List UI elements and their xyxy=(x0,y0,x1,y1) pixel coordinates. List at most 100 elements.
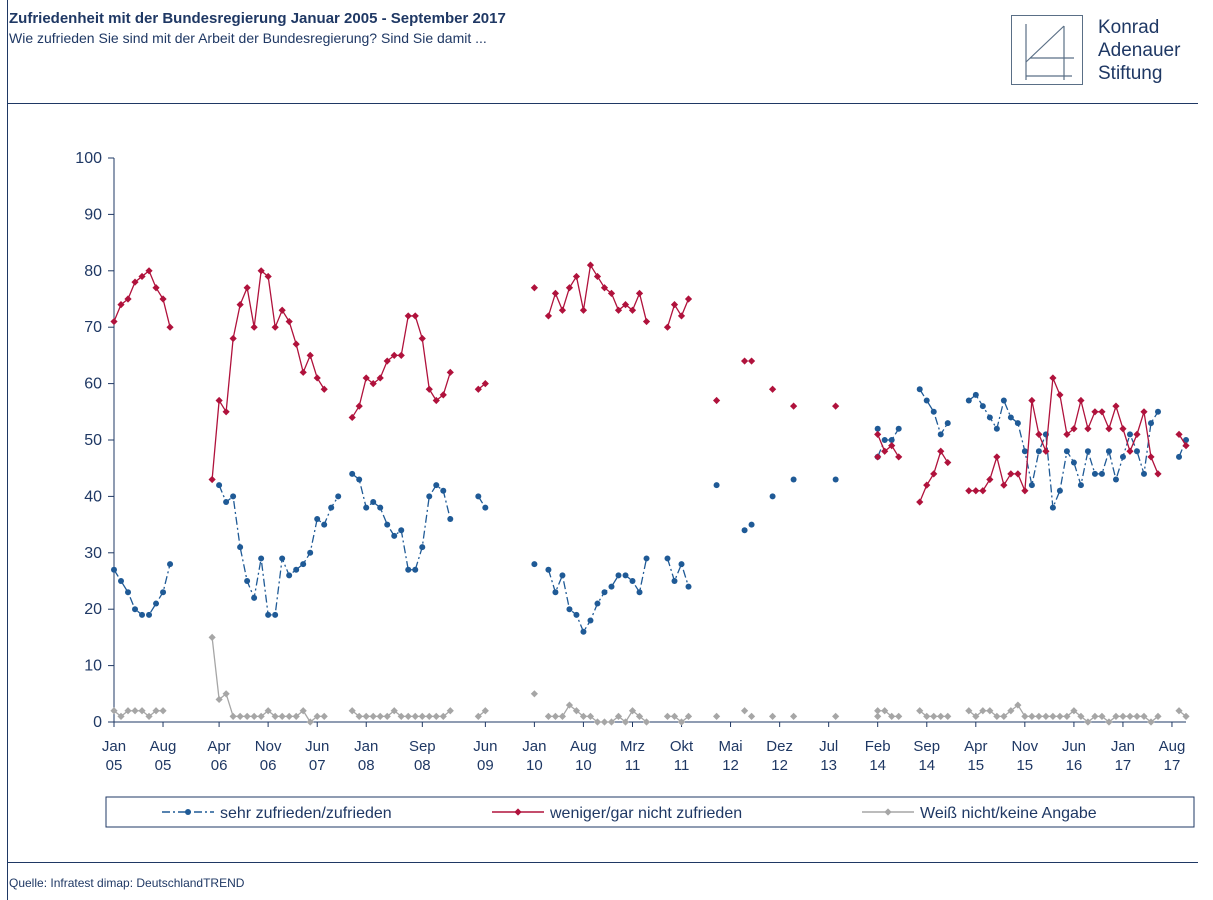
data-point xyxy=(1182,712,1190,720)
data-point xyxy=(265,611,272,618)
data-point xyxy=(314,515,321,522)
data-point xyxy=(684,712,693,720)
y-tick-label: 40 xyxy=(84,488,102,505)
data-point xyxy=(320,712,328,720)
x-tick-label-year: 08 xyxy=(358,757,375,774)
data-point xyxy=(677,718,686,726)
data-point xyxy=(222,690,230,698)
data-point xyxy=(884,808,892,816)
data-point xyxy=(1042,712,1050,720)
data-point xyxy=(937,431,944,438)
data-point xyxy=(1028,482,1035,489)
data-point xyxy=(1105,718,1113,726)
data-point xyxy=(355,712,363,720)
data-point xyxy=(1119,425,1127,433)
data-point xyxy=(167,561,174,568)
x-tick-label-year: 13 xyxy=(820,757,837,774)
data-point xyxy=(257,712,265,720)
data-point xyxy=(1056,712,1064,720)
x-tick-label-month: Mrz xyxy=(620,738,645,755)
data-point xyxy=(636,589,643,596)
data-point xyxy=(131,278,139,286)
data-point xyxy=(1056,487,1063,494)
x-tick-label-month: Aug xyxy=(1159,738,1186,755)
data-point xyxy=(621,718,630,726)
data-point xyxy=(138,707,146,715)
data-point xyxy=(376,712,384,720)
data-point xyxy=(390,351,398,359)
data-point xyxy=(881,707,889,715)
data-point xyxy=(397,351,405,359)
data-point xyxy=(530,284,538,292)
data-point xyxy=(965,707,973,715)
series-line xyxy=(877,428,900,458)
data-point xyxy=(747,357,756,365)
y-tick-label: 70 xyxy=(84,319,102,336)
logo-line-3: Stiftung xyxy=(1098,63,1163,84)
kas-logo-emblem-icon xyxy=(1011,15,1083,85)
data-point xyxy=(587,617,594,624)
logo-line-2: Adenauer xyxy=(1098,40,1181,61)
x-tick-label-year: 05 xyxy=(106,757,123,774)
series-line xyxy=(211,269,325,480)
data-point xyxy=(411,712,419,720)
data-point xyxy=(398,527,405,534)
data-point xyxy=(292,712,300,720)
data-point xyxy=(229,334,237,343)
series-line xyxy=(666,298,690,328)
data-point xyxy=(1182,442,1190,450)
data-point xyxy=(251,594,258,601)
data-point xyxy=(216,482,223,489)
data-point xyxy=(1175,707,1183,715)
data-point xyxy=(614,712,623,720)
data-point xyxy=(930,470,938,478)
data-point xyxy=(243,284,251,292)
data-point xyxy=(264,272,272,281)
data-point xyxy=(1098,408,1106,416)
data-point xyxy=(565,284,574,292)
data-point xyxy=(145,712,153,720)
data-point xyxy=(1063,448,1070,455)
data-point xyxy=(306,351,314,359)
data-point xyxy=(1084,448,1091,455)
data-point xyxy=(159,707,167,715)
data-point xyxy=(670,301,679,309)
data-point xyxy=(1000,712,1008,720)
data-point xyxy=(244,578,251,584)
data-point xyxy=(1091,470,1098,477)
data-point xyxy=(769,493,776,500)
data-point xyxy=(1126,431,1133,438)
data-point xyxy=(432,396,440,405)
data-point xyxy=(594,600,601,607)
data-point xyxy=(237,544,244,551)
data-point xyxy=(474,712,482,720)
data-point xyxy=(1000,397,1007,404)
data-point xyxy=(684,295,693,303)
x-tick-label-month: Jan xyxy=(522,738,546,755)
data-point xyxy=(545,566,552,573)
data-point xyxy=(559,572,566,579)
data-point xyxy=(160,589,167,596)
series-line xyxy=(351,473,451,571)
data-point xyxy=(937,712,945,720)
kas-logo: Konrad Adenauer Stiftung xyxy=(1011,15,1201,85)
legend-label: Weiß nicht/keine Angabe xyxy=(920,805,1097,822)
data-point xyxy=(832,402,840,410)
data-point xyxy=(1049,712,1057,720)
data-point xyxy=(236,712,244,720)
data-point xyxy=(1000,481,1008,489)
data-point xyxy=(1070,707,1078,715)
data-point xyxy=(208,475,216,484)
data-point xyxy=(874,430,882,438)
data-point xyxy=(565,701,574,709)
data-point xyxy=(1098,712,1106,720)
data-point xyxy=(1070,459,1077,466)
data-point xyxy=(628,306,637,314)
x-tick-label-month: Jun xyxy=(473,738,497,755)
data-point xyxy=(923,397,930,404)
y-tick-label: 50 xyxy=(84,432,102,449)
data-point xyxy=(1140,712,1148,720)
data-point xyxy=(671,578,678,584)
data-point xyxy=(433,482,440,489)
chart-title: Zufriedenheit mit der Bundesregierung Ja… xyxy=(9,10,506,27)
